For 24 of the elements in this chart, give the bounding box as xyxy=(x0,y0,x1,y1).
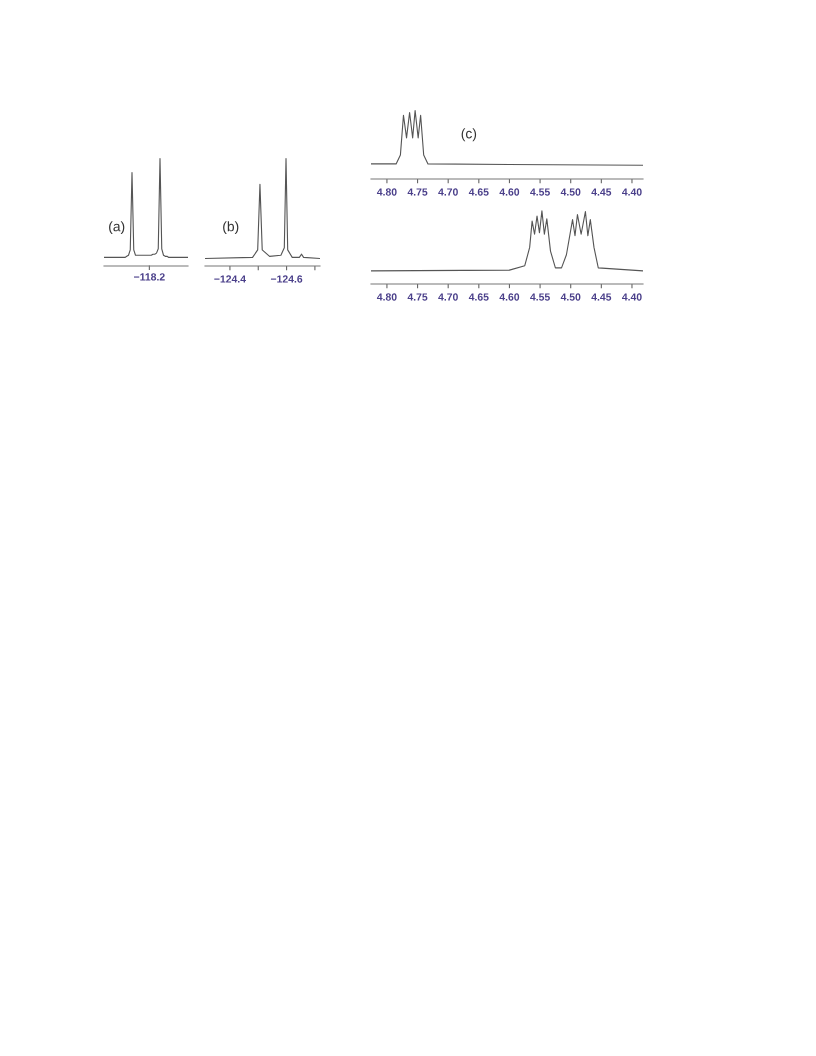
x-tick-label: 4.80 xyxy=(376,293,397,301)
x-tick-label: 4.40 xyxy=(621,188,642,196)
x-tick-label: 4.65 xyxy=(468,293,489,301)
x-tick-label: 4.60 xyxy=(499,293,520,301)
annotation: (a) xyxy=(109,221,125,235)
x-tick-label: 4.60 xyxy=(499,188,520,196)
x-tick-label: −124.6 xyxy=(270,275,303,283)
x-tick-label: 4.65 xyxy=(468,188,489,196)
x-tick-label: 4.70 xyxy=(438,293,458,301)
annotation: (c) xyxy=(461,128,477,142)
x-tick-label: 4.45 xyxy=(591,293,612,301)
x-tick-label: 4.45 xyxy=(591,188,612,196)
x-tick-label: 4.75 xyxy=(407,293,428,301)
text: −118.2 xyxy=(134,273,165,281)
x-tick-label: 4.70 xyxy=(438,188,458,196)
x-tick-label: 4.80 xyxy=(376,188,397,196)
x-tick-label: 4.50 xyxy=(560,293,581,301)
x-tick-label: 4.50 xyxy=(560,188,581,196)
x-tick-label: 4.75 xyxy=(407,188,428,196)
x-tick-label: 4.55 xyxy=(530,188,550,196)
x-tick-label: 4.40 xyxy=(621,293,642,301)
x-tick-label: −124.4 xyxy=(214,275,246,283)
x-tick-label: 4.55 xyxy=(530,293,550,301)
annotation: (b) xyxy=(223,221,239,235)
